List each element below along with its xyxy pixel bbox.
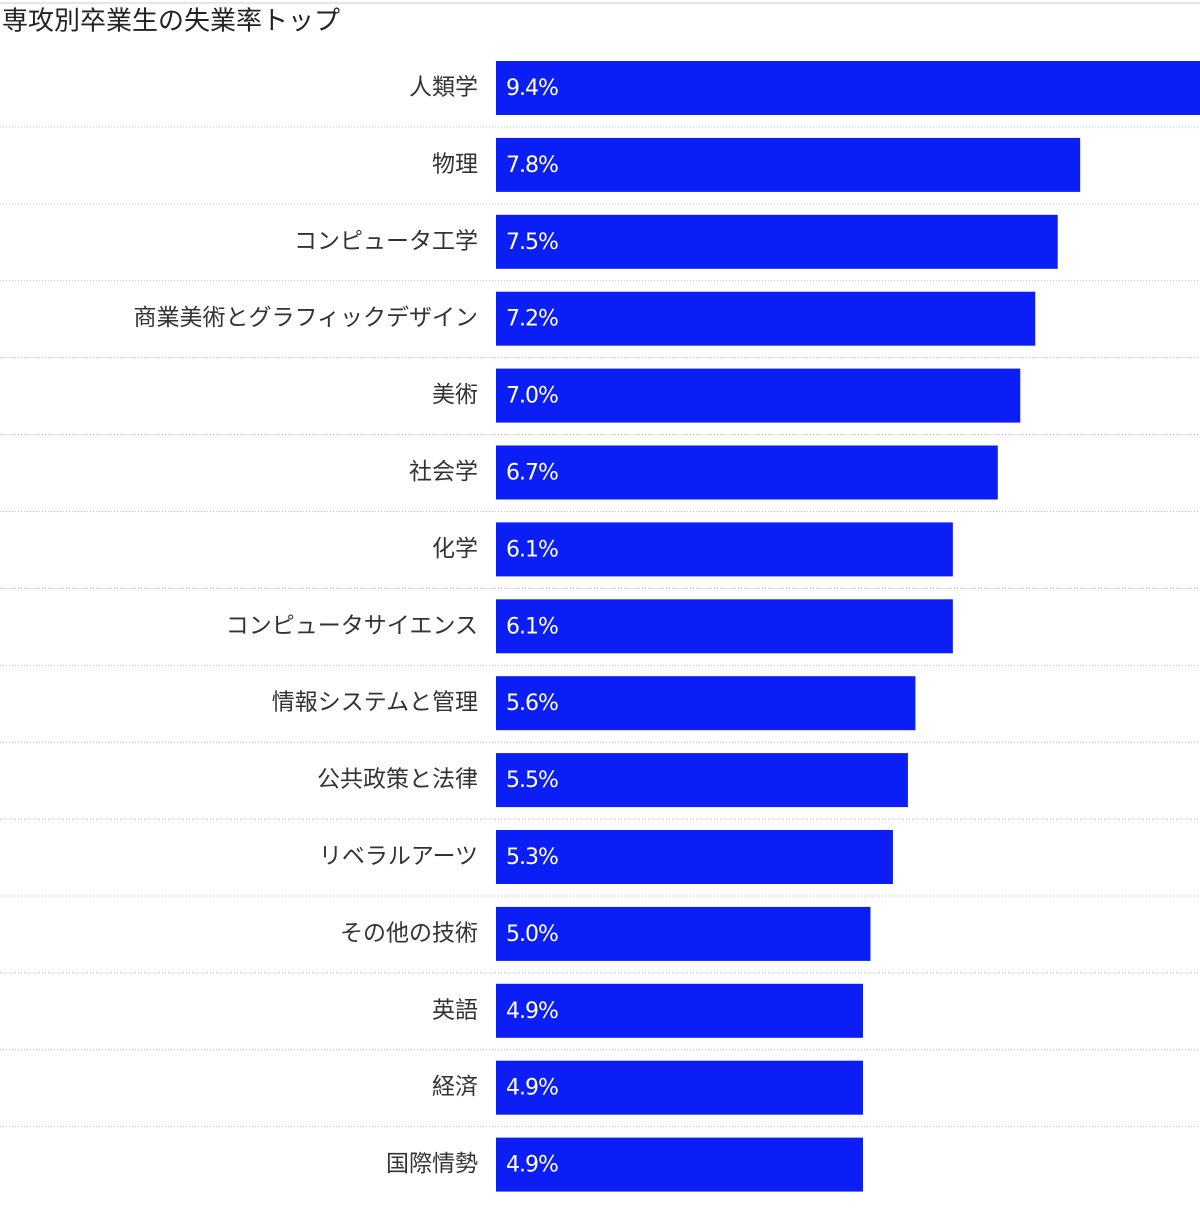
bar — [496, 753, 908, 808]
value-label: 5.5% — [506, 768, 558, 793]
value-label: 7.2% — [506, 307, 558, 332]
value-label: 5.0% — [506, 922, 558, 947]
bar — [496, 61, 1200, 115]
value-label: 6.7% — [506, 461, 558, 486]
category-label: 人類学 — [409, 75, 478, 101]
category-label: その他の技術 — [340, 920, 478, 946]
bar — [496, 445, 998, 500]
bar — [496, 906, 871, 961]
chart-title: 専攻別卒業生の失業率トップ — [2, 7, 340, 37]
category-label: 英語 — [432, 997, 478, 1023]
category-label: 国際情勢 — [386, 1151, 478, 1177]
category-label: 物理 — [432, 151, 478, 177]
value-label: 7.0% — [506, 384, 558, 409]
category-label: コンピュータ工学 — [294, 228, 478, 254]
category-label: 商業美術とグラフィックデザイン — [133, 305, 478, 331]
category-label: 経済 — [432, 1074, 478, 1100]
category-label: 美術 — [432, 382, 478, 408]
category-label: コンピュータサイエンス — [226, 613, 478, 639]
bar — [496, 368, 1021, 423]
value-label: 6.1% — [506, 537, 558, 562]
bar — [496, 137, 1081, 192]
value-label: 7.5% — [506, 230, 558, 255]
value-label: 6.1% — [506, 614, 558, 639]
bar — [496, 522, 953, 577]
value-label: 4.9% — [506, 1076, 558, 1101]
category-label: 化学 — [432, 536, 478, 562]
value-label: 5.3% — [506, 845, 558, 870]
value-label: 4.9% — [506, 1153, 558, 1178]
bar — [496, 830, 893, 884]
value-label: 7.8% — [506, 153, 558, 178]
bar — [496, 676, 916, 731]
value-label: 5.6% — [506, 691, 558, 716]
bar — [496, 1060, 863, 1115]
bar — [496, 1137, 863, 1192]
value-label: 9.4% — [506, 76, 558, 101]
bar — [496, 983, 863, 1038]
value-label: 4.9% — [506, 999, 558, 1024]
bar — [496, 291, 1036, 346]
category-label: 公共政策と法律 — [317, 767, 478, 793]
bar — [496, 599, 953, 654]
category-label: 情報システムと管理 — [272, 690, 478, 716]
category-label: 社会学 — [409, 459, 478, 485]
bar — [496, 214, 1058, 269]
category-label: リベラルアーツ — [319, 844, 478, 870]
